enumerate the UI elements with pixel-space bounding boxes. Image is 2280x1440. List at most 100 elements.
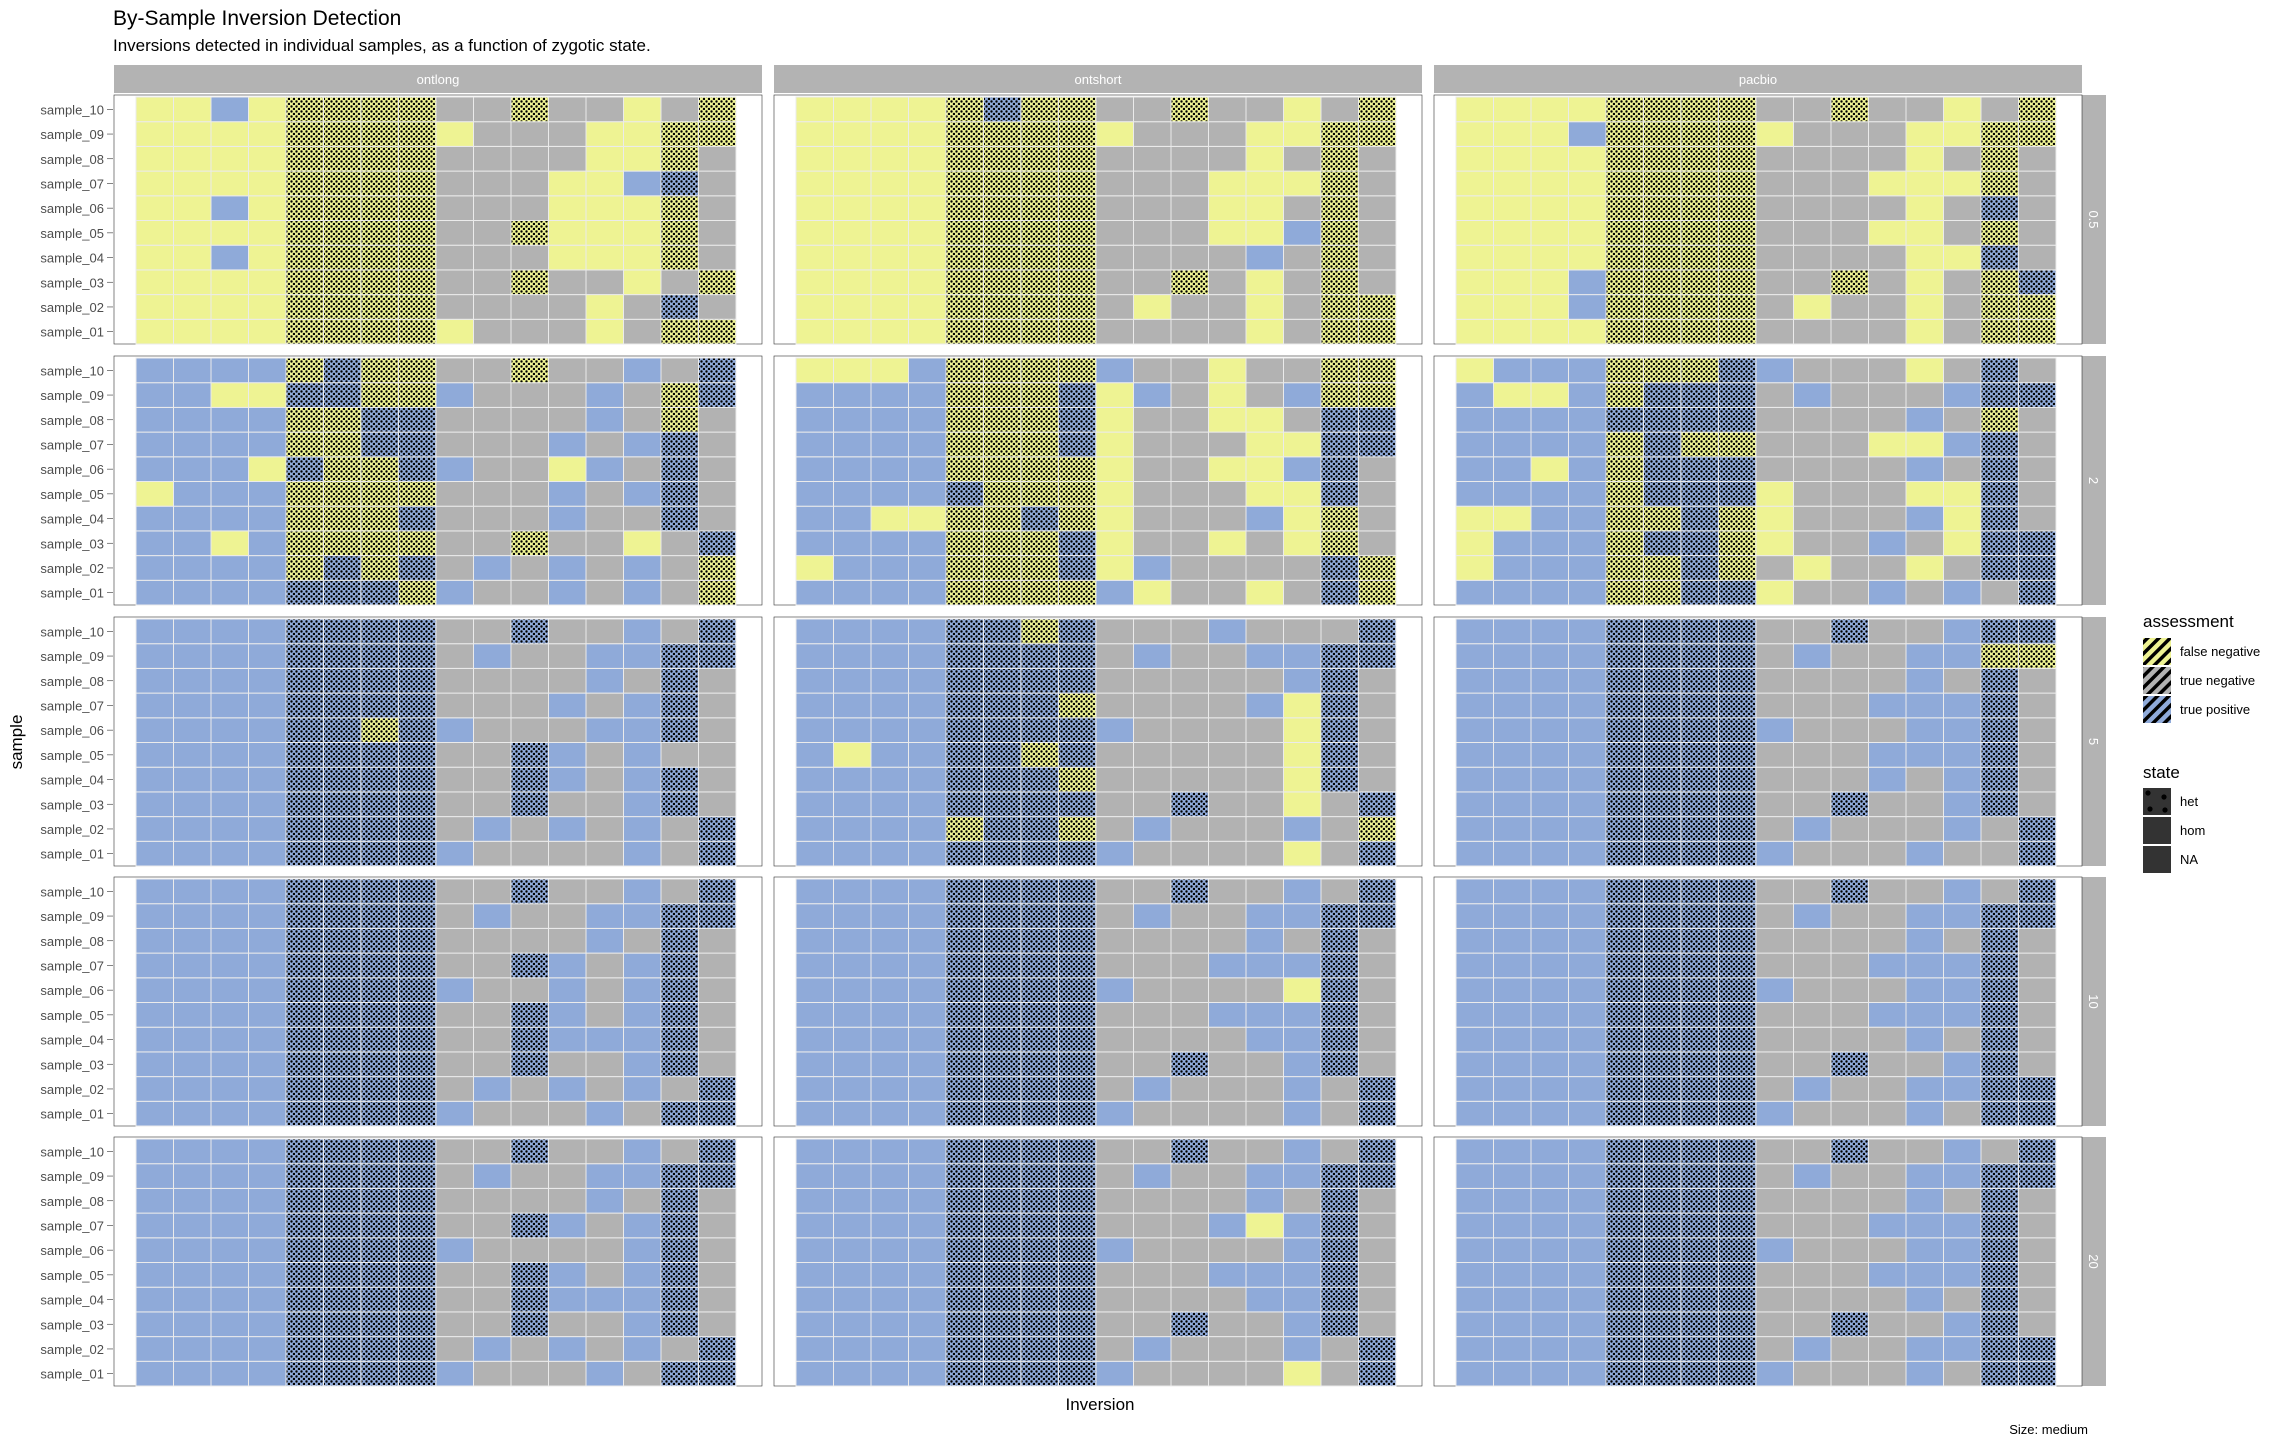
heatmap-cell: [1133, 579, 1172, 606]
heatmap-cell-het-pattern: [946, 457, 983, 481]
heatmap-cell: [1283, 195, 1322, 222]
heatmap-cell: [1095, 1076, 1134, 1102]
heatmap-cell: [1133, 1336, 1172, 1362]
facet-strip-2: [2082, 356, 2106, 605]
heatmap-cell: [2018, 456, 2057, 482]
heatmap-cell: [1568, 878, 1607, 905]
heatmap-cell-het-pattern: [1606, 97, 1643, 122]
heatmap-cell-het-pattern: [1606, 482, 1643, 506]
heatmap-cell-het-pattern: [1359, 1077, 1396, 1101]
heatmap-cell: [1905, 579, 1944, 606]
heatmap-cell: [173, 618, 212, 645]
heatmap-cell: [660, 530, 699, 557]
heatmap-cell-het-pattern: [324, 383, 361, 407]
heatmap-cell-het-pattern: [1831, 97, 1868, 122]
heatmap-cell: [2018, 220, 2057, 246]
heatmap-cell: [473, 618, 512, 645]
heatmap-cell: [1530, 170, 1569, 197]
heatmap-cell: [1283, 1163, 1322, 1189]
heatmap-cell: [1868, 816, 1907, 842]
heatmap-cell-het-pattern: [1719, 1101, 1756, 1126]
heatmap-cell: [1455, 692, 1494, 719]
heatmap-cell: [1133, 530, 1172, 557]
heatmap-cell-het-pattern: [946, 580, 983, 605]
heatmap-cell: [473, 1237, 512, 1264]
heatmap-cell: [623, 903, 662, 929]
heatmap-cell: [473, 1311, 512, 1338]
heatmap-cell: [435, 1187, 474, 1214]
facet-strip-label: ontshort: [1075, 72, 1122, 87]
heatmap-cell-het-pattern: [699, 1164, 736, 1188]
heatmap-cell-het-pattern: [946, 319, 983, 344]
heatmap-cell: [1943, 269, 1982, 296]
heatmap-cell: [623, 96, 662, 123]
heatmap-cell: [698, 977, 737, 1003]
heatmap-cell: [210, 170, 249, 197]
heatmap-cell-het-pattern: [324, 978, 361, 1002]
heatmap-cell: [1568, 195, 1607, 222]
heatmap-cell-het-pattern: [324, 904, 361, 928]
heatmap-cell-het-pattern: [1021, 245, 1058, 270]
heatmap-cell: [1530, 244, 1569, 271]
heatmap-cell: [1245, 96, 1284, 123]
heatmap-cell: [1905, 952, 1944, 979]
heatmap-cell-het-pattern: [2019, 1337, 2056, 1361]
heatmap-cell: [473, 195, 512, 222]
heatmap-cell-het-pattern: [1606, 1003, 1643, 1027]
heatmap-cell: [1568, 742, 1607, 768]
heatmap-cell: [1170, 481, 1209, 507]
heatmap-cell-het-pattern: [399, 171, 436, 196]
heatmap-cell: [173, 170, 212, 197]
heatmap-cell: [1868, 643, 1907, 669]
heatmap-cell: [795, 717, 834, 743]
heatmap-cell: [1493, 816, 1532, 842]
facet-strip-5: [2082, 617, 2106, 866]
heatmap-cell: [435, 244, 474, 271]
heatmap-cell-het-pattern: [1321, 531, 1358, 556]
heatmap-cell: [1905, 692, 1944, 719]
heatmap-cell: [1755, 318, 1794, 345]
heatmap-cell-het-pattern: [946, 221, 983, 245]
heatmap-cell: [1358, 244, 1397, 271]
heatmap-cell: [1755, 1360, 1794, 1387]
heatmap-cell: [623, 1336, 662, 1362]
heatmap-cell-het-pattern: [361, 1077, 398, 1101]
heatmap-cell: [1830, 481, 1869, 507]
heatmap-cell-het-pattern: [1719, 1287, 1756, 1312]
heatmap-cell-het-pattern: [1606, 383, 1643, 407]
heatmap-cell-het-pattern: [1606, 196, 1643, 220]
heatmap-cell: [1133, 145, 1172, 172]
heatmap-cell: [1530, 1262, 1569, 1288]
heatmap-cell: [1208, 952, 1247, 979]
heatmap-cell: [795, 643, 834, 669]
heatmap-cell: [1868, 1100, 1907, 1127]
heatmap-cell-het-pattern: [1021, 817, 1058, 841]
heatmap-cell-het-pattern: [1981, 644, 2018, 668]
heatmap-cell-het-pattern: [1644, 1003, 1681, 1027]
heatmap-cell-het-pattern: [984, 1052, 1021, 1077]
heatmap-cell-het-pattern: [1681, 1337, 1718, 1361]
heatmap-cell: [210, 1163, 249, 1189]
heatmap-cell: [623, 1360, 662, 1387]
legend-label: true negative: [2180, 673, 2255, 688]
heatmap-cell-het-pattern: [1719, 644, 1756, 668]
heatmap-cell: [1943, 579, 1982, 606]
heatmap-cell-het-pattern: [1059, 693, 1096, 718]
heatmap-cell: [908, 1002, 947, 1028]
heatmap-cell: [1493, 1212, 1532, 1239]
heatmap-cell-het-pattern: [1606, 718, 1643, 742]
heatmap-cell-het-pattern: [1719, 1337, 1756, 1361]
heatmap-cell: [660, 1076, 699, 1102]
y-tick-label: sample_09: [40, 127, 104, 142]
heatmap-cell-het-pattern: [946, 1263, 983, 1287]
heatmap-cell-het-pattern: [661, 1188, 698, 1213]
heatmap-cell: [833, 840, 872, 867]
heatmap-cell-het-pattern: [1681, 556, 1718, 580]
heatmap-cell: [2018, 195, 2057, 222]
heatmap-cell: [908, 927, 947, 954]
heatmap-cell: [1755, 816, 1794, 842]
heatmap-cell-het-pattern: [1606, 319, 1643, 344]
heatmap-cell: [908, 1138, 947, 1165]
heatmap-cell: [1568, 1076, 1607, 1102]
heatmap-cell: [833, 1026, 872, 1053]
